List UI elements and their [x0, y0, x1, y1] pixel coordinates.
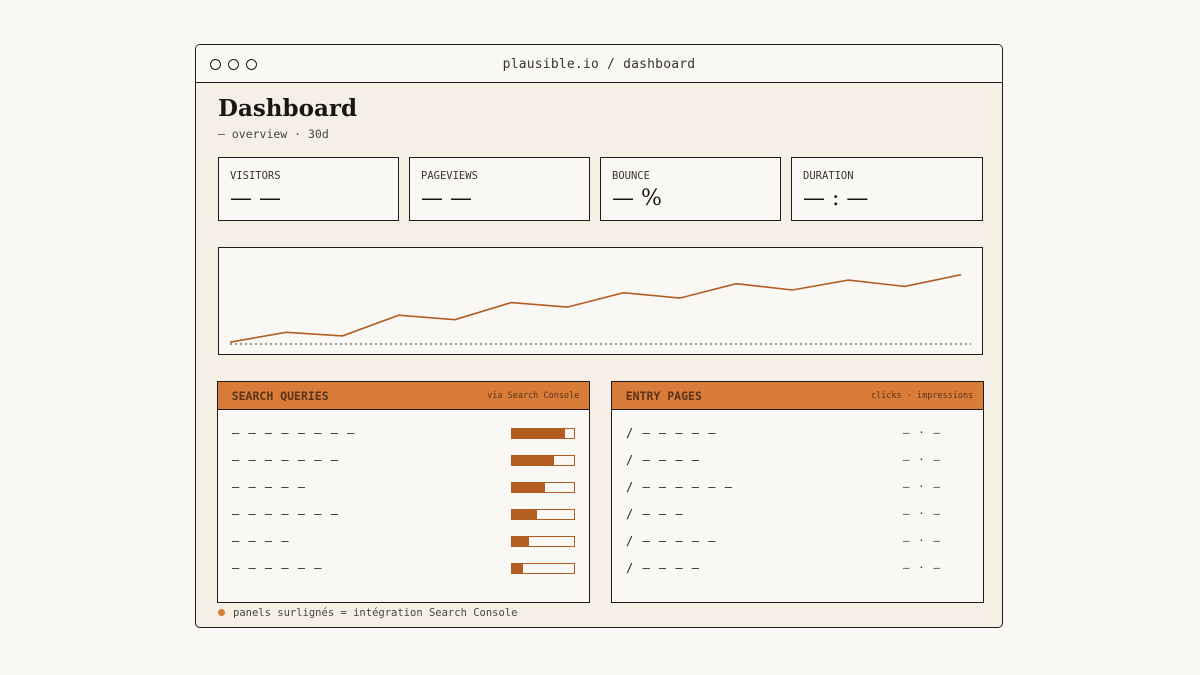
- panel-title: SEARCH QUERIES: [231, 388, 329, 403]
- entry-page-path: / — — — — — —: [626, 480, 733, 494]
- entry-page-path: / — — — —: [626, 453, 701, 467]
- entry-page-metrics: — · —: [902, 534, 941, 547]
- stat-value: — —: [230, 186, 281, 211]
- query-share-bar: [511, 536, 575, 547]
- series-line: [229, 273, 962, 343]
- visitors-chart: [218, 247, 983, 355]
- stat-label: DURATION: [803, 170, 854, 182]
- entry-page-path: / — — — —: [626, 561, 701, 575]
- footnote: panels surlignés = intégration Search Co…: [218, 607, 517, 619]
- query-share-fill: [512, 456, 555, 465]
- query-label: — — — — — —: [232, 561, 323, 575]
- stat-label: BOUNCE: [612, 170, 650, 182]
- stat-card-visitors[interactable]: VISITORS — —: [218, 157, 399, 221]
- entry-page-metrics: — · —: [902, 453, 941, 466]
- maximize-window-icon[interactable]: [246, 59, 257, 70]
- entry-page-path: / — — —: [626, 507, 684, 521]
- query-row[interactable]: — — — — —: [232, 480, 575, 496]
- query-share-fill: [512, 564, 523, 573]
- entry-page-row[interactable]: / — — — — · —: [626, 507, 969, 523]
- legend-dot-icon: [218, 608, 225, 616]
- entry-page-metrics: — · —: [902, 561, 941, 574]
- query-share-bar: [511, 455, 575, 466]
- query-share-fill: [512, 483, 546, 492]
- query-share-bar: [511, 563, 575, 574]
- page-title: Dashboard: [218, 95, 358, 122]
- title-bar: plausible.io / dashboard: [196, 45, 1002, 83]
- stat-value: — : —: [803, 186, 869, 211]
- query-share-bar: [511, 509, 575, 520]
- entry-page-metrics: — · —: [902, 426, 941, 439]
- query-share-fill: [512, 429, 566, 438]
- query-row[interactable]: — — — — — — —: [232, 453, 575, 469]
- entry-page-row[interactable]: / — — — — — — · —: [626, 534, 969, 550]
- query-row[interactable]: — — — —: [232, 534, 575, 550]
- line-chart: [229, 273, 971, 345]
- entry-page-path: / — — — — —: [626, 534, 717, 548]
- query-label: — — — — — — —: [232, 507, 339, 521]
- query-row[interactable]: — — — — — —: [232, 561, 575, 577]
- query-row[interactable]: — — — — — — — —: [232, 426, 575, 442]
- page-subtitle: — overview · 30d: [218, 127, 329, 141]
- stat-label: VISITORS: [230, 170, 281, 182]
- entry-page-row[interactable]: / — — — — — — · —: [626, 426, 969, 442]
- query-label: — — — — — — — —: [232, 426, 356, 440]
- stat-value: — —: [421, 186, 472, 211]
- entry-page-row[interactable]: / — — — — — · —: [626, 561, 969, 577]
- address-bar[interactable]: plausible.io / dashboard: [502, 57, 696, 72]
- panel-header: SEARCH QUERIES via Search Console: [216, 380, 591, 410]
- stat-card-bounce[interactable]: BOUNCE — %: [600, 157, 781, 221]
- stat-card-pageviews[interactable]: PAGEVIEWS — —: [409, 157, 590, 221]
- query-share-fill: [512, 510, 537, 519]
- entry-page-metrics: — · —: [902, 480, 941, 493]
- panel-source: via Search Console: [487, 390, 580, 401]
- entry-page-metrics: — · —: [902, 507, 941, 520]
- stat-label: PAGEVIEWS: [421, 170, 478, 182]
- entry-pages-panel: ENTRY PAGES clicks · impressions / — — —…: [610, 380, 985, 603]
- query-row[interactable]: — — — — — — —: [232, 507, 575, 523]
- entry-page-path: / — — — — —: [626, 426, 717, 440]
- panel-header: ENTRY PAGES clicks · impressions: [610, 380, 985, 410]
- query-label: — — — — —: [232, 480, 307, 494]
- stat-card-duration[interactable]: DURATION — : —: [791, 157, 983, 221]
- panel-title: ENTRY PAGES: [625, 388, 702, 403]
- search-queries-panel: SEARCH QUERIES via Search Console — — — …: [216, 380, 591, 603]
- query-share-bar: [511, 482, 575, 493]
- query-share-bar: [511, 428, 575, 439]
- stat-value: — %: [612, 186, 662, 211]
- browser-window: plausible.io / dashboard Dashboard — ove…: [195, 44, 1003, 628]
- entry-page-row[interactable]: / — — — — — · —: [626, 453, 969, 469]
- entry-page-row[interactable]: / — — — — — — — · —: [626, 480, 969, 496]
- footnote-text: panels surlignés = intégration Search Co…: [233, 607, 518, 619]
- minimize-window-icon[interactable]: [228, 59, 239, 70]
- query-share-fill: [512, 537, 530, 546]
- query-label: — — — — — — —: [232, 453, 339, 467]
- close-window-icon[interactable]: [210, 59, 221, 70]
- panel-metrics: clicks · impressions: [870, 390, 974, 401]
- query-label: — — — —: [232, 534, 290, 548]
